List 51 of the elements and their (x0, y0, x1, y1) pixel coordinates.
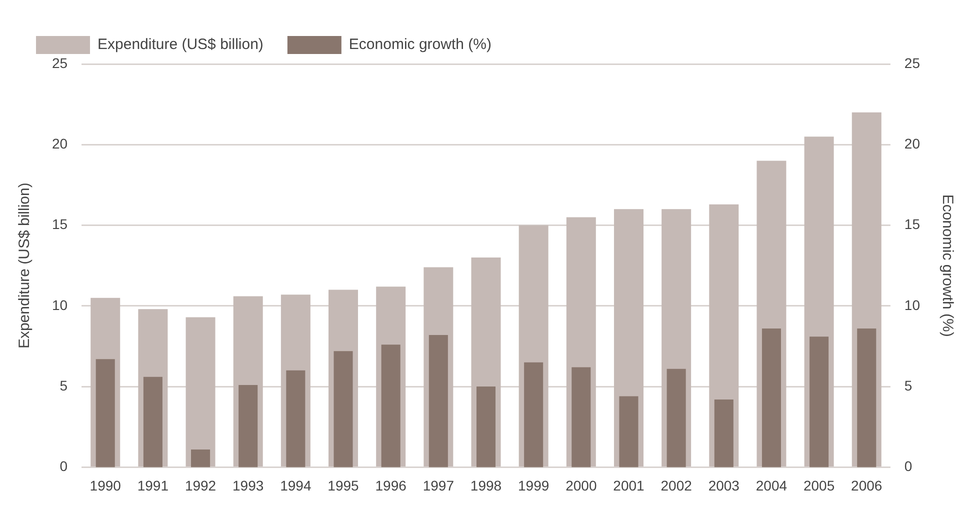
bar (186, 317, 216, 466)
x-tick-label: 1991 (137, 477, 169, 494)
x-tick-label: 1999 (518, 477, 550, 494)
x-tick-label: 2003 (708, 477, 740, 494)
legend-label: Expenditure (US$ billion) (98, 36, 264, 54)
x-tick-label: 2002 (660, 477, 692, 494)
bar (286, 370, 306, 468)
x-tick-label: 1990 (90, 477, 122, 494)
bar (857, 328, 876, 468)
x-tick-label: 1994 (280, 477, 312, 494)
bar (810, 336, 829, 468)
x-tick-label: 1996 (375, 477, 407, 494)
x-tick-label: 1993 (232, 477, 264, 494)
x-tick-label: 2001 (613, 477, 645, 494)
x-tick-label: 2005 (803, 477, 835, 494)
y2-tick-label: 5 (904, 377, 912, 394)
bar (714, 399, 734, 468)
bar (428, 334, 448, 468)
y2-axis-title: Economic growth (%) (938, 194, 956, 337)
bar (619, 396, 638, 468)
bar (762, 328, 781, 468)
x-tick-label: 1997 (422, 477, 454, 494)
bar (381, 344, 400, 468)
x-tick-label: 2000 (566, 477, 597, 494)
y2-tick-label: 20 (904, 136, 920, 152)
bar (524, 362, 544, 468)
y2-tick-label: 0 (904, 458, 912, 474)
x-tick-label: 2006 (851, 477, 882, 494)
y2-tick-label: 10 (904, 296, 920, 313)
x-tick-label: 2004 (756, 477, 788, 494)
bar (666, 368, 686, 468)
y-axis-title: Expenditure (US$ billion) (16, 182, 34, 349)
bar (476, 386, 496, 468)
x-tick-label: 1998 (470, 477, 502, 494)
bar (143, 376, 162, 468)
bar (96, 359, 115, 468)
y2-tick-label: 25 (904, 54, 920, 71)
bar (572, 367, 591, 468)
y-tick-label: 0 (60, 458, 68, 474)
bar (191, 449, 210, 468)
y-tick-label: 5 (60, 377, 68, 394)
y-tick-label: 10 (52, 296, 68, 313)
x-tick-label: 1992 (184, 477, 216, 494)
bar (334, 351, 353, 468)
x-tick-label: 1995 (328, 477, 360, 494)
y-tick-label: 20 (52, 136, 68, 152)
y2-tick-label: 15 (904, 216, 920, 232)
y-tick-label: 15 (52, 216, 68, 232)
legend-label: Economic growth (%) (348, 36, 492, 54)
y-tick-label: 25 (52, 54, 68, 71)
bar (238, 384, 258, 468)
